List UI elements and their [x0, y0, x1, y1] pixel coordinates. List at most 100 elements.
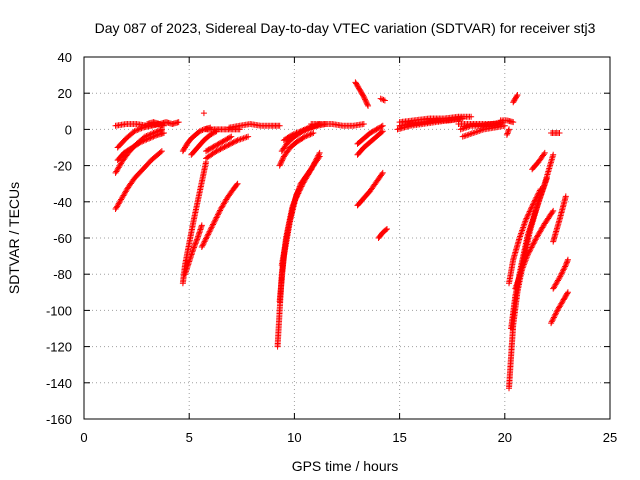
data-point-fill	[306, 131, 313, 138]
data-point-fill	[524, 214, 531, 221]
series-arc-27	[354, 122, 386, 147]
series-arc-11	[181, 222, 205, 278]
data-point-fill	[529, 201, 536, 208]
data-point-fill	[233, 137, 240, 144]
data-point-fill	[519, 227, 526, 234]
data-point-fill	[214, 211, 221, 218]
data-point-fill	[555, 130, 562, 137]
data-point-fill	[526, 248, 533, 255]
data-point-fill	[213, 142, 220, 149]
data-point-fill	[528, 244, 535, 251]
data-point-fill	[228, 188, 235, 195]
data-point-fill	[377, 172, 384, 179]
data-point-fill	[555, 276, 562, 283]
data-point-fill	[504, 130, 511, 137]
series-arc-36	[497, 117, 517, 126]
data-point-fill	[307, 167, 314, 174]
data-point	[531, 198, 538, 205]
data-point	[310, 130, 317, 137]
series-arc-24	[352, 79, 372, 109]
series-arc-28	[354, 169, 386, 209]
data-point-fill	[526, 209, 533, 216]
data-point-fill	[214, 147, 221, 154]
data-point-fill	[561, 264, 568, 271]
series-arc-10	[179, 158, 210, 287]
data-point-fill	[211, 143, 218, 150]
data-point-fill	[312, 158, 319, 165]
data-point-fill	[277, 161, 284, 168]
data-point-fill	[240, 135, 247, 142]
data-point	[245, 133, 252, 140]
data-point	[276, 162, 283, 169]
data-point-fill	[216, 140, 223, 147]
data-point-fill	[564, 258, 571, 265]
data-point-fill	[563, 260, 570, 267]
data-point-fill	[563, 291, 570, 298]
data-point-fill	[228, 140, 235, 147]
data-point-fill	[464, 132, 471, 139]
data-point-fill	[466, 123, 473, 130]
data-point-fill	[284, 227, 291, 234]
series-arc-47	[548, 130, 563, 137]
data-point-fill	[529, 243, 536, 250]
data-point-fill	[135, 140, 142, 147]
data-point-fill	[380, 96, 387, 103]
x-tick-label: 15	[392, 430, 406, 445]
data-point-fill	[278, 158, 285, 165]
data-point-fill	[299, 182, 306, 189]
data-point-fill	[539, 152, 546, 159]
grid	[84, 57, 610, 419]
data-point-fill	[462, 132, 469, 139]
data-point-fill	[520, 224, 527, 231]
data-point-fill	[559, 299, 566, 306]
data-point-fill	[193, 237, 200, 244]
data-point-fill	[375, 124, 382, 131]
data-point-fill	[534, 193, 541, 200]
data-point-fill	[202, 160, 209, 167]
data-point-fill	[194, 130, 201, 137]
data-point-fill	[541, 182, 548, 189]
data-point-fill	[117, 197, 124, 204]
data-point-fill	[365, 190, 372, 197]
data-point-fill	[552, 310, 559, 317]
data-point	[209, 144, 216, 151]
data-point-fill	[522, 258, 529, 265]
data-point-fill	[377, 130, 384, 137]
data-point-fill	[137, 125, 144, 132]
data-point-fill	[522, 218, 529, 225]
series-arc-03	[112, 126, 165, 176]
data-point-fill	[198, 127, 205, 134]
data-point-fill	[509, 258, 516, 265]
data-point-fill	[362, 96, 369, 103]
data-point-fill	[519, 225, 526, 232]
series-arc-26	[354, 128, 386, 158]
data-point-fill	[476, 127, 483, 134]
data-point-fill	[364, 101, 371, 108]
data-point-fill	[533, 161, 540, 168]
data-point-fill	[471, 129, 478, 136]
data-point-fill	[512, 294, 519, 301]
data-point-fill	[298, 183, 305, 190]
data-point	[198, 244, 205, 251]
series-arc-12	[198, 180, 241, 251]
data-point-fill	[212, 217, 219, 224]
data-point-fill	[220, 144, 227, 151]
data-point-fill	[368, 129, 375, 136]
data-point-fill	[157, 149, 164, 156]
data-point-fill	[214, 213, 221, 220]
data-point-fill	[123, 187, 130, 194]
data-point-fill	[288, 132, 295, 139]
y-tick-label: -160	[46, 412, 72, 427]
data-point-fill	[210, 221, 217, 228]
data-point-fill	[140, 137, 147, 144]
data-point-fill	[293, 194, 300, 201]
series-arc-43	[529, 149, 548, 173]
data-point-fill	[465, 131, 472, 138]
data-point-fill	[300, 134, 307, 141]
data-point-fill	[194, 236, 201, 243]
data-point	[221, 137, 228, 144]
data-point-fill	[294, 129, 301, 136]
data-point-fill	[217, 207, 224, 214]
data-point	[506, 126, 513, 133]
data-point-fill	[311, 159, 318, 166]
